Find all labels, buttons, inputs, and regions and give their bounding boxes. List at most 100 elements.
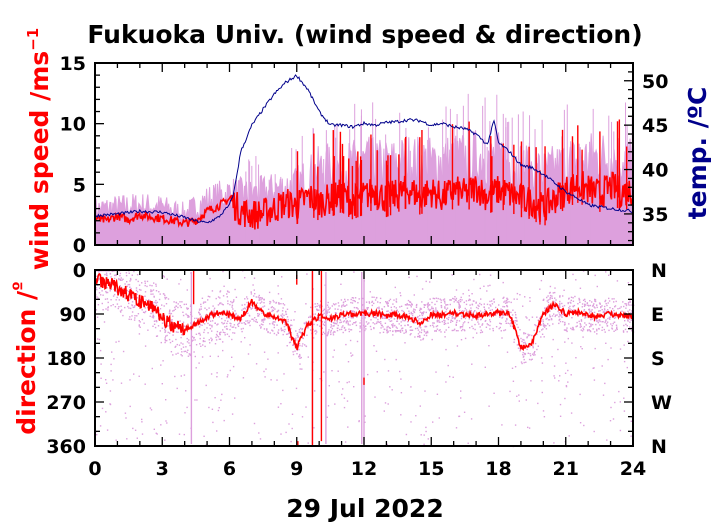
direction-dot xyxy=(454,296,456,298)
direction-dot xyxy=(246,298,249,300)
direction-dot xyxy=(472,327,474,330)
direction-dot xyxy=(536,316,538,318)
direction-dot xyxy=(606,323,608,325)
direction-dot xyxy=(502,281,504,284)
direction-dot xyxy=(301,368,303,370)
direction-dot xyxy=(296,332,299,335)
direction-dot xyxy=(261,319,263,321)
direction-tick-label: 0 xyxy=(73,260,86,282)
direction-dot xyxy=(186,351,188,354)
direction-dot xyxy=(106,298,109,300)
direction-dot xyxy=(285,431,287,434)
direction-dot xyxy=(480,298,482,300)
direction-dot xyxy=(256,321,258,323)
direction-dot xyxy=(169,309,171,311)
direction-dot xyxy=(613,321,615,323)
direction-dot xyxy=(215,333,218,336)
direction-dot xyxy=(408,312,411,315)
direction-dot xyxy=(592,367,594,369)
direction-dot xyxy=(352,317,354,319)
direction-dot xyxy=(543,416,546,418)
direction-dot xyxy=(573,329,575,331)
direction-dot xyxy=(224,332,226,334)
direction-dot xyxy=(516,292,519,295)
date-axis-label: 29 Jul 2022 xyxy=(286,494,443,523)
direction-dot xyxy=(338,305,340,307)
direction-dot xyxy=(604,382,606,385)
direction-dot xyxy=(211,290,214,292)
direction-dot xyxy=(290,327,292,330)
direction-dot xyxy=(438,329,440,332)
direction-dot xyxy=(290,331,292,334)
direction-dot xyxy=(410,386,412,388)
direction-dot xyxy=(442,299,445,301)
direction-dot xyxy=(542,322,545,325)
direction-dot xyxy=(151,316,153,318)
direction-dot xyxy=(258,307,261,309)
direction-dot xyxy=(195,344,198,346)
direction-dot xyxy=(601,329,603,331)
direction-dot xyxy=(248,315,251,317)
direction-dot xyxy=(284,323,286,325)
direction-dot xyxy=(429,308,431,311)
direction-dot xyxy=(460,329,463,332)
direction-dot xyxy=(443,298,446,300)
direction-dot xyxy=(527,352,529,354)
direction-dot xyxy=(489,319,491,321)
direction-dot xyxy=(594,300,596,302)
direction-dot xyxy=(451,315,453,318)
direction-dot xyxy=(172,323,174,325)
direction-dot xyxy=(364,317,366,319)
direction-dot xyxy=(277,285,279,287)
direction-dot xyxy=(319,306,321,309)
direction-dot xyxy=(330,326,332,328)
direction-dot xyxy=(600,306,602,309)
direction-dot xyxy=(558,380,560,382)
direction-dot xyxy=(593,331,596,333)
direction-dot xyxy=(401,330,404,332)
direction-dot xyxy=(570,299,572,302)
direction-dot xyxy=(350,298,352,301)
direction-dot xyxy=(134,429,137,431)
direction-dot xyxy=(298,343,301,345)
direction-dot xyxy=(209,277,211,280)
direction-dot xyxy=(575,357,577,359)
direction-dot xyxy=(530,380,532,382)
direction-dot xyxy=(216,330,219,333)
direction-dot xyxy=(102,294,104,296)
direction-dot xyxy=(129,379,131,381)
direction-dot xyxy=(517,347,520,349)
direction-dot xyxy=(456,301,459,303)
direction-dot xyxy=(625,303,627,305)
direction-dot xyxy=(230,323,232,325)
direction-dot xyxy=(270,379,272,381)
direction-dot xyxy=(389,386,391,388)
direction-dot xyxy=(579,422,582,424)
direction-dot xyxy=(121,279,123,281)
direction-dot xyxy=(506,351,509,353)
direction-dot xyxy=(346,381,348,384)
direction-dot xyxy=(523,355,525,358)
direction-dot xyxy=(174,346,176,348)
direction-dot xyxy=(386,332,388,334)
direction-dot xyxy=(538,330,541,333)
direction-dot xyxy=(611,328,614,330)
direction-dot xyxy=(545,318,547,320)
direction-dot xyxy=(388,300,390,302)
direction-dot xyxy=(593,367,595,369)
direction-dot xyxy=(178,344,181,346)
direction-dot xyxy=(277,406,280,408)
direction-dot xyxy=(143,322,145,324)
direction-dot xyxy=(450,299,452,301)
direction-wrap-lines xyxy=(190,272,365,444)
direction-dot xyxy=(96,316,99,318)
direction-dot xyxy=(502,314,505,316)
direction-dot xyxy=(177,331,179,333)
direction-dot xyxy=(263,370,265,373)
direction-dot xyxy=(421,313,423,315)
direction-dot xyxy=(529,353,531,355)
direction-dot xyxy=(523,358,525,361)
direction-dot xyxy=(237,325,240,327)
direction-dot xyxy=(138,325,140,327)
direction-dot xyxy=(602,311,604,313)
